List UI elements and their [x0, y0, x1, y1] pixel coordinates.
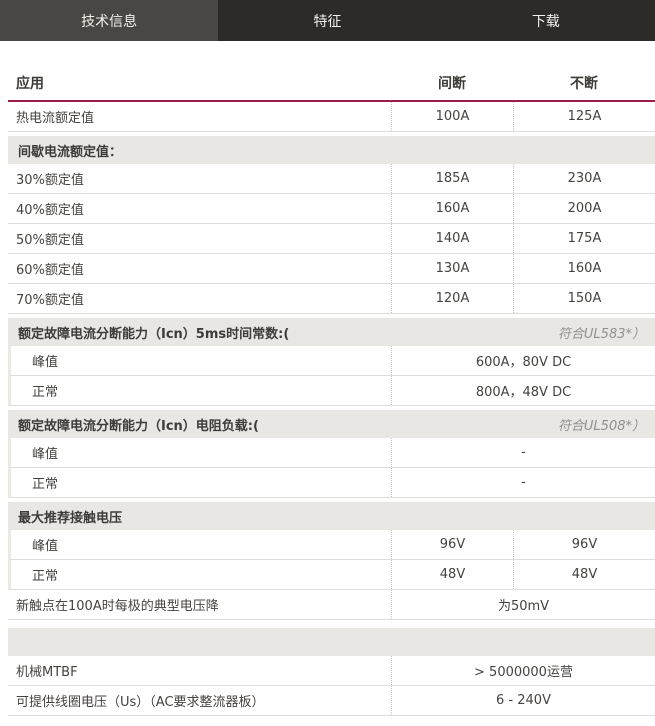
row-value-continuous: 125A [513, 102, 655, 131]
row-label: 正常 [32, 569, 59, 584]
row-label: 30%额定值 [16, 173, 84, 188]
row-label: 机械MTBF [16, 665, 78, 680]
row-label: 70%额定值 [16, 293, 84, 308]
table-row: 正常 48V 48V [8, 560, 655, 590]
row-value: 800A，48V DC [391, 376, 655, 405]
row-value-intermittent: 120A [391, 284, 513, 313]
row-label: 峰值 [32, 539, 59, 554]
table-row: 峰值 96V 96V [8, 530, 655, 560]
table-row: 50%额定值 140A 175A [8, 224, 655, 254]
table-body: 热电流额定值 100A 125A 间歇电流额定值： 30%额定值 185A 230A 40%额… [8, 102, 655, 716]
table-row: 新触点在100A时每极的典型电压降 为50mV [8, 590, 655, 620]
row-label: 新触点在100A时每极的典型电压降 [16, 599, 219, 614]
row-label: 峰值 [32, 355, 59, 370]
row-value-intermittent: 130A [391, 254, 513, 283]
row-label: 正常 [32, 477, 59, 492]
header-application: 应用 [16, 76, 44, 92]
header-intermittent: 间断 [438, 76, 466, 92]
table-row: 机械MTBF > 5000000运营 [8, 656, 655, 686]
table-row: 正常 800A，48V DC [8, 376, 655, 406]
compliance-note: 符合UL583*） [557, 326, 645, 342]
row-value-intermittent: 185A [391, 164, 513, 193]
table-header-row: 应用 间断 不断 [8, 66, 655, 102]
row-label: 热电流额定值 [16, 111, 95, 126]
header-continuous: 不断 [570, 76, 598, 92]
row-value-intermittent: 140A [391, 224, 513, 253]
tab-technical-info[interactable]: 技术信息 [0, 0, 219, 41]
table-row: 峰值 600A，80V DC [8, 346, 655, 376]
table-row: 正常 - [8, 468, 655, 498]
section-header-row: 额定故障电流分断能力（Icn）电阻负载:( 符合UL508*） [8, 410, 655, 438]
section-header-row: 最大推荐接触电压 [8, 502, 655, 530]
table-row: 40%额定值 160A 200A [8, 194, 655, 224]
row-value-intermittent: 96V [391, 530, 513, 559]
tab-features[interactable]: 特征 [218, 0, 437, 41]
section-title: 最大推荐接触电压 [18, 510, 123, 526]
tab-bar: 技术信息 特征 下载 [0, 0, 655, 41]
row-value-continuous: 96V [513, 530, 655, 559]
tab-downloads[interactable]: 下载 [436, 0, 655, 41]
section-header-row: 额定故障电流分断能力（Icn）5ms时间常数:( 符合UL583*） [8, 318, 655, 346]
table-row: 60%额定值 130A 160A [8, 254, 655, 284]
row-value: 6 - 240V [391, 686, 655, 715]
row-value-intermittent: 160A [391, 194, 513, 223]
row-label: 可提供线圈电压（Us）（AC要求整流器板） [16, 695, 265, 710]
row-label: 40%额定值 [16, 203, 84, 218]
row-value: - [391, 438, 655, 467]
section-title: 额定故障电流分断能力（Icn）5ms时间常数:( [18, 326, 290, 342]
row-value: > 5000000运营 [391, 656, 655, 685]
table-row: 30%额定值 185A 230A [8, 164, 655, 194]
row-label: 50%额定值 [16, 233, 84, 248]
table-row: 热电流额定值 100A 125A [8, 102, 655, 132]
row-value-intermittent: 100A [391, 102, 513, 131]
row-label: 正常 [32, 385, 59, 400]
row-value-intermittent: 48V [391, 560, 513, 589]
table-row: 可提供线圈电压（Us）（AC要求整流器板） 6 - 240V [8, 686, 655, 716]
table-row: 70%额定值 120A 150A [8, 284, 655, 314]
row-value: - [391, 468, 655, 497]
section-title: 额定故障电流分断能力（Icn）电阻负载:( [18, 418, 259, 434]
row-value-continuous: 175A [513, 224, 655, 253]
row-value-continuous: 230A [513, 164, 655, 193]
row-value: 为50mV [391, 590, 655, 619]
row-value: 600A，80V DC [391, 346, 655, 375]
compliance-note: 符合UL508*） [557, 418, 645, 434]
row-label: 60%额定值 [16, 263, 84, 278]
section-spacer [8, 628, 655, 656]
spec-table: 应用 间断 不断 热电流额定值 100A 125A 间歇电流额定值： 30%额定值 185… [8, 66, 655, 716]
row-value-continuous: 48V [513, 560, 655, 589]
section-header-row: 间歇电流额定值： [8, 136, 655, 164]
row-value-continuous: 150A [513, 284, 655, 313]
row-value-continuous: 160A [513, 254, 655, 283]
row-value-continuous: 200A [513, 194, 655, 223]
section-title: 间歇电流额定值： [18, 144, 123, 160]
table-row: 峰值 - [8, 438, 655, 468]
row-label: 峰值 [32, 447, 59, 462]
